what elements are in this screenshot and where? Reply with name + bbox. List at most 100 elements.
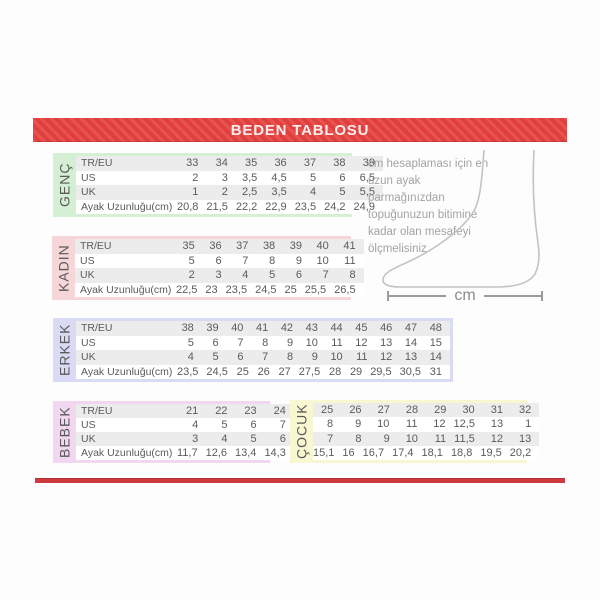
measurement-instructions: cm hesaplaması için en uzun ayak parmağı…: [368, 158, 489, 255]
size-cell: 24,5: [255, 283, 277, 296]
size-cell: 37: [303, 157, 317, 170]
size-cell: 39: [206, 322, 219, 335]
category-label-bebek: BEBEK: [56, 406, 73, 458]
table-row: UK 4 5 6 7 8 9 10 11 12 13 14: [76, 350, 450, 365]
size-cell: 9: [311, 351, 318, 364]
size-cell: 12: [490, 432, 503, 445]
table-row: UK 1 2 2,5 3,5 4 5 5,5: [76, 185, 383, 200]
size-cell: 16: [342, 446, 355, 459]
row-label: UK: [80, 269, 95, 282]
size-cell: 23,5: [177, 365, 199, 378]
size-cell: 28: [328, 365, 342, 378]
row-label: UK: [81, 433, 96, 445]
size-cell: 10: [305, 336, 318, 349]
size-cell: 3,5: [271, 186, 287, 199]
size-cell: 3: [192, 433, 199, 445]
size-cell: 10: [405, 432, 418, 445]
size-grid: TR/EU 21 22 23 24 US 4 5 6 7 UK 3 4 5 6 Ayak Uzunluğu(c…: [76, 404, 294, 460]
size-cell: 10: [330, 351, 343, 364]
size-cell: 42: [280, 322, 294, 335]
row-label: Ayak Uzunluğu(cm): [80, 283, 172, 296]
row-label: UK: [81, 351, 96, 364]
size-cell: 48: [429, 322, 442, 335]
size-cell: 36: [209, 240, 222, 253]
size-cell: 23,5: [225, 283, 248, 296]
size-cell: 4,5: [271, 171, 287, 184]
size-table-kadin: KADIN TR/EU 35 36 37 38 39 40 41 US 5 6 7 8 9 10 11 UK 2 3…: [52, 236, 364, 300]
size-cell: 34: [215, 157, 228, 170]
row-label: TR/EU: [80, 240, 112, 253]
size-cell: 16,7: [362, 446, 385, 459]
size-cell: 6: [295, 269, 302, 282]
bottom-accent-bar: [35, 478, 565, 483]
size-cell: 6: [339, 171, 346, 184]
category-label-cocuk: ÇOCUK: [293, 403, 310, 460]
row-label: TR/EU: [81, 157, 113, 170]
size-cell: 24,2: [324, 200, 346, 213]
row-label: TR/EU: [81, 322, 113, 335]
size-cell: 24,9: [353, 200, 375, 213]
table-row: UK 3 4 5 6: [76, 432, 294, 446]
size-cell: 11: [344, 254, 356, 267]
size-cell: 27: [278, 365, 291, 378]
cm-measure-line: cm: [387, 287, 544, 305]
table-row: TR/EU 38 39 40 41 42 43 44 45 46 47 48: [76, 321, 450, 336]
size-cell: 12: [433, 418, 446, 431]
size-cell: 25: [321, 404, 334, 417]
size-cell: 11: [434, 432, 447, 445]
row-label: Ayak Uzunluğu(cm): [81, 200, 173, 213]
table-row: US 4 5 6 7: [76, 418, 294, 432]
size-cell: 7: [237, 336, 244, 349]
size-cell: 29,5: [370, 365, 392, 378]
size-cell: 21: [185, 405, 199, 417]
size-cell: 24,5: [206, 365, 228, 378]
size-cell: 26: [349, 404, 362, 417]
size-cell: 26: [257, 365, 270, 378]
size-cell: 6: [237, 351, 244, 364]
row-label: US: [80, 254, 95, 267]
size-table-bebek: BEBEK TR/EU 21 22 23 24 US 4 5 6 7 UK 3 4 5 6 Ayak Uzun…: [53, 401, 294, 463]
size-cell: 32: [519, 404, 532, 417]
size-cell: 19,5: [480, 446, 502, 459]
size-cell: 3: [221, 171, 228, 184]
size-cell: 22,9: [265, 200, 287, 213]
size-cell: 22,5: [176, 283, 198, 296]
size-cell: 10: [316, 254, 329, 267]
size-cell: 8: [326, 418, 334, 431]
size-cell: 12: [380, 351, 393, 364]
size-grid: TR/EU 38 39 40 41 42 43 44 45 46 47 48 US 5 6 7 8 9 10 11 12…: [76, 321, 450, 379]
size-cell: 5: [188, 254, 195, 267]
size-cell: 41: [256, 322, 269, 335]
size-cell: 25,5: [304, 283, 327, 296]
size-cell: 2,5: [241, 186, 258, 199]
size-cell: 5: [250, 433, 257, 445]
size-cell: 29: [434, 404, 447, 417]
table-row: TR/EU 33 34 35 36 37 38 39: [76, 156, 383, 171]
size-cell: 31: [490, 404, 503, 417]
table-row: UK 2 3 4 5 6 7 8: [75, 268, 364, 283]
category-label-kadin: KADIN: [55, 244, 72, 292]
size-cell: 9: [355, 418, 362, 431]
row-label: TR/EU: [81, 405, 113, 417]
size-cell: 6,5: [359, 171, 375, 184]
size-cell: 8: [262, 336, 269, 349]
size-cell: 25: [236, 365, 249, 378]
table-row: Ayak Uzunluğu(cm) 23,5 24,5 25 26 27 27,5 28 29 2…: [76, 364, 450, 379]
size-cell: 5: [212, 351, 219, 364]
size-cell: 4: [221, 433, 228, 445]
size-cell: 27,5: [298, 365, 321, 378]
size-cell: 8: [355, 432, 362, 445]
size-cell: 7: [262, 351, 269, 364]
size-cell: 8: [286, 351, 294, 364]
table-row: Ayak Uzunluğu(cm) 11,7 12,6 13,4 14,3: [76, 446, 294, 460]
size-cell: 47: [404, 322, 418, 335]
size-cell: 5: [187, 336, 194, 349]
size-cell: 20,8: [177, 200, 199, 213]
size-cell: 4: [187, 351, 194, 364]
size-cell: 40: [316, 240, 329, 253]
measure-unit-label: cm: [454, 287, 476, 304]
size-cell: 25: [284, 283, 297, 296]
size-cell: 40: [231, 322, 244, 335]
row-label: US: [81, 419, 96, 431]
size-cell: 22: [215, 405, 228, 417]
